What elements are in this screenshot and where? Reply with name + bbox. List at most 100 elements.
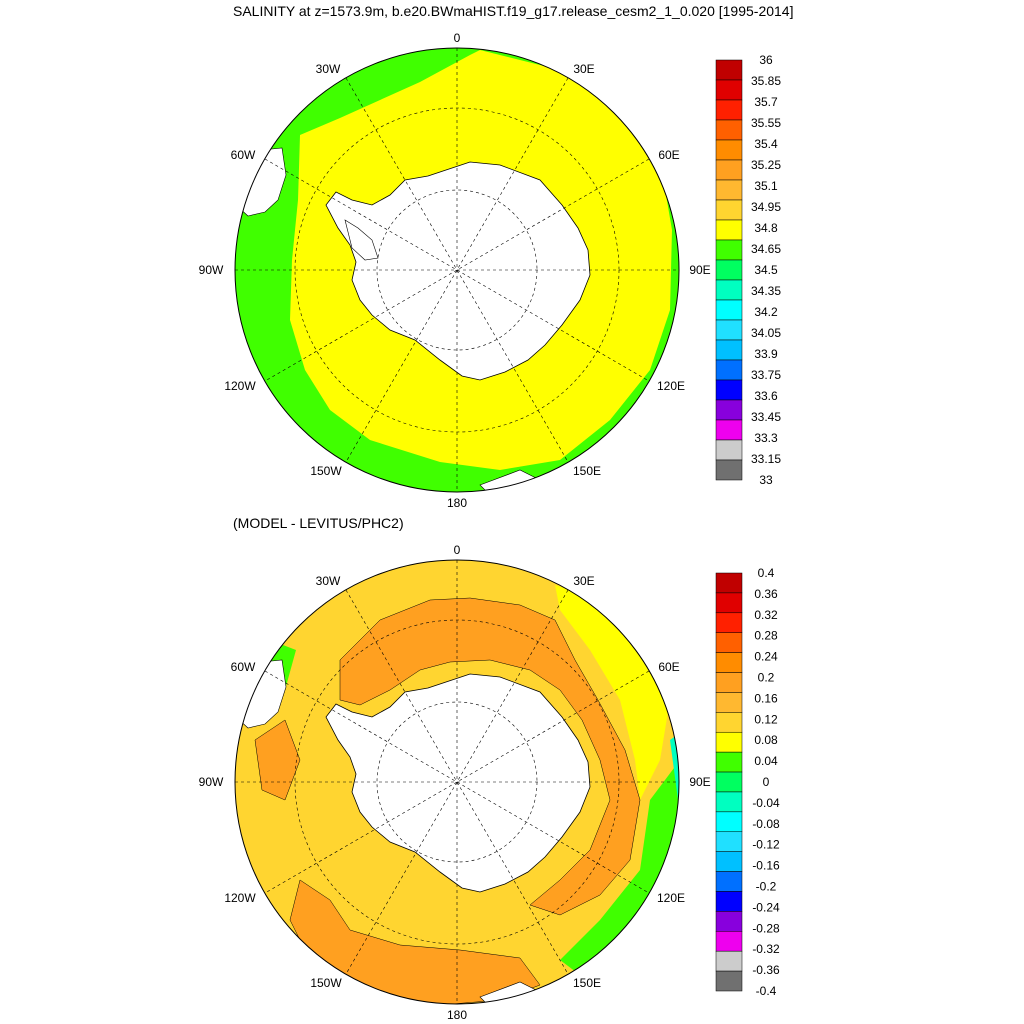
colorbar-1-swatch-11 (715, 279, 743, 301)
graticule-2 (235, 560, 679, 1004)
lon-label-120e-b: 120E (657, 891, 685, 905)
colorbar-2-swatch-6 (715, 692, 743, 713)
diff-high-west (254, 719, 301, 801)
map-1-title: SALINITY at z=1573.9m, b.e20.BWmaHIST.f1… (233, 3, 794, 19)
colorbar-1-swatch-17 (715, 399, 743, 421)
colorbar-1-label-1: 35.85 (751, 74, 781, 88)
colorbar-2-swatch-5 (715, 672, 743, 693)
lon-label-0-b: 0 (454, 543, 461, 557)
colorbar-2-label-18: -0.32 (752, 942, 780, 956)
graticule (235, 48, 679, 492)
colorbar-2-swatch-15 (715, 871, 743, 892)
colorbar-2-label-19: -0.36 (752, 963, 780, 977)
colorbar-1-label-2: 35.7 (754, 95, 778, 109)
lon-label-120w: 120W (224, 379, 256, 393)
colorbar-1-label-6: 35.1 (754, 179, 778, 193)
colorbar-2-label-6: 0.16 (754, 691, 778, 705)
difference-colorbar: 0.4 0.36 0.32 0.28 0.24 0.2 0.16 0.12 0.08 0.04 0 -… (715, 566, 780, 998)
colorbar-2-swatch-3 (715, 632, 743, 653)
colorbar-2-label-7: 0.12 (754, 712, 778, 726)
colorbar-1-swatch-20 (715, 459, 743, 481)
colorbar-1-label-19: 33.15 (751, 452, 781, 466)
colorbar-1-label-3: 35.55 (751, 116, 781, 130)
diff-yellow-band (555, 585, 670, 800)
colorbar-2-label-0: 0.4 (758, 566, 775, 580)
colorbar-2-swatch-13 (715, 831, 743, 852)
colorbar-2-swatch-10 (715, 771, 743, 793)
lon-label-30w: 30W (316, 62, 341, 76)
colorbar-1-label-7: 34.95 (751, 200, 781, 214)
colorbar-2-swatch-12 (715, 811, 743, 833)
map-border (234, 47, 680, 493)
colorbar-2-swatch-20 (715, 970, 743, 992)
lon-label-150e-b: 150E (573, 976, 601, 990)
colorbar-1-swatch-10 (715, 259, 743, 281)
lon-label-60e: 60E (658, 148, 679, 162)
colorbar-1-label-11: 34.35 (751, 284, 781, 298)
salinity-colorbar: 36 35.85 35.7 35.55 35.4 35.25 35.1 34.95 34.8 34… (715, 53, 781, 487)
colorbar-2-swatch-7 (715, 712, 743, 733)
colorbar-1-label-8: 34.8 (754, 221, 778, 235)
lon-label-150w-b: 150W (310, 976, 342, 990)
colorbar-1-label-10: 34.5 (754, 263, 778, 277)
colorbar-2-label-11: -0.04 (752, 796, 780, 810)
colorbar-2-swatch-1 (715, 592, 743, 614)
colorbar-2-label-13: -0.12 (752, 838, 780, 852)
colorbar-2-label-2: 0.32 (754, 608, 778, 622)
colorbar-1-swatch-2 (715, 99, 743, 121)
lon-label-60e-b: 60E (658, 660, 679, 674)
diff-edge-cyan-east (670, 730, 679, 800)
lon-label-60w-b: 60W (231, 660, 256, 674)
colorbar-1-label-16: 33.6 (754, 389, 778, 403)
colorbar-1-swatch-13 (715, 319, 743, 341)
colorbar-2-swatch-0 (715, 572, 743, 594)
colorbar-2-swatch-8 (715, 731, 743, 753)
antarctica-land-2 (325, 673, 591, 893)
colorbar-1-label-15: 33.75 (751, 368, 781, 382)
colorbar-1-swatch-1 (715, 79, 743, 101)
colorbar-2-label-9: 0.04 (754, 754, 778, 768)
colorbar-2-swatch-4 (715, 652, 743, 673)
lon-label-90w: 90W (199, 263, 224, 277)
colorbar-1-label-5: 35.25 (751, 158, 781, 172)
lon-label-150w: 150W (310, 464, 342, 478)
colorbar-1-label-14: 33.9 (754, 347, 778, 361)
colorbar-1-swatch-16 (715, 379, 743, 401)
lon-label-90w-b: 90W (199, 775, 224, 789)
colorbar-1-swatch-19 (715, 439, 743, 461)
colorbar-2-swatch-2 (715, 612, 743, 633)
antarctica-land (325, 161, 591, 381)
colorbar-1-swatch-3 (715, 119, 743, 141)
antarctic-peninsula (344, 219, 379, 261)
lon-label-0: 0 (454, 31, 461, 45)
lon-label-180-b: 180 (447, 1008, 467, 1022)
lon-label-120e: 120E (657, 379, 685, 393)
colorbar-2-swatch-17 (715, 911, 743, 932)
lon-label-90e-b: 90E (689, 775, 710, 789)
colorbar-2-swatch-19 (715, 950, 743, 972)
lon-label-30w-b: 30W (316, 574, 341, 588)
colorbar-2-label-8: 0.08 (754, 733, 778, 747)
lon-label-120w-b: 120W (224, 891, 256, 905)
lon-label-60w: 60W (231, 148, 256, 162)
colorbar-1-swatch-14 (715, 339, 743, 361)
colorbar-2-swatch-18 (715, 931, 743, 952)
colorbar-2-label-17: -0.28 (752, 921, 780, 935)
colorbar-1-swatch-15 (715, 359, 743, 381)
colorbar-1-swatch-6 (715, 179, 743, 201)
colorbar-2-label-5: 0.2 (758, 671, 775, 685)
colorbar-1-label-4: 35.4 (754, 137, 778, 151)
map-border-2 (234, 559, 680, 1005)
lon-label-150e: 150E (573, 464, 601, 478)
colorbar-1-label-17: 33.45 (751, 410, 781, 424)
lon-label-30e-b: 30E (573, 574, 594, 588)
colorbar-1-swatch-9 (715, 239, 743, 261)
colorbar-2-label-3: 0.28 (754, 629, 778, 643)
lon-label-90e: 90E (689, 263, 710, 277)
lon-label-30e: 30E (573, 62, 594, 76)
diff-edge-green-east (560, 760, 679, 975)
diff-high-ring (339, 597, 641, 916)
colorbar-1-label-13: 34.05 (751, 326, 781, 340)
salinity-map: 0 30E 60E 90E 120E 150E 180 150W 120W 90… (199, 31, 711, 510)
colorbar-1-label-18: 33.3 (754, 431, 778, 445)
